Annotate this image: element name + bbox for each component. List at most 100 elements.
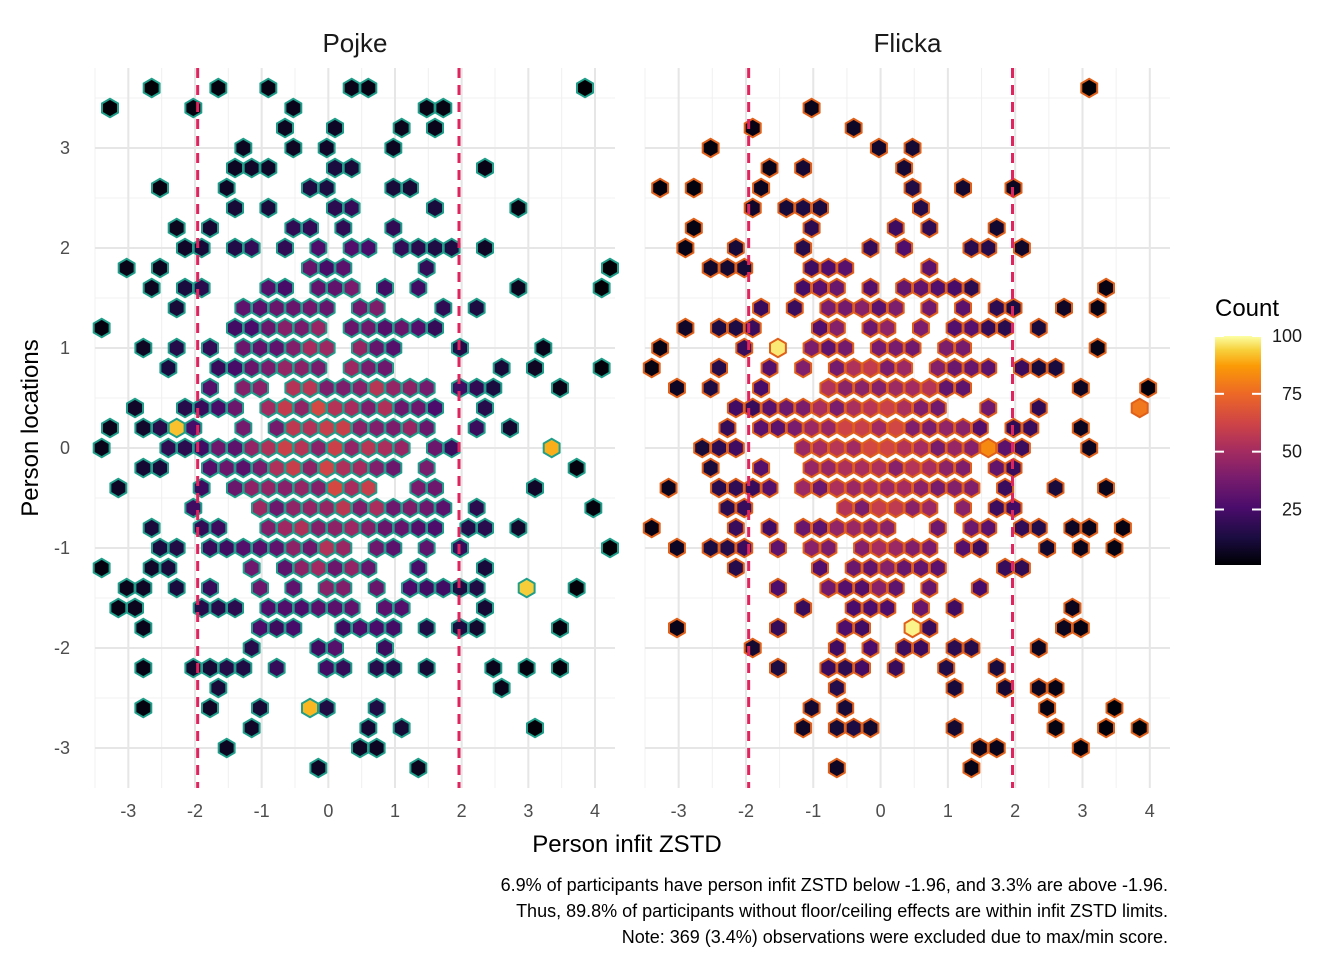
- hex-bin: [276, 277, 294, 299]
- hex-bin: [1080, 437, 1099, 459]
- hex-bin: [827, 637, 846, 659]
- hex-bin: [342, 477, 361, 499]
- hex-bin: [242, 717, 261, 739]
- hex-bin: [326, 157, 344, 179]
- hex-bin: [284, 537, 303, 559]
- hex-bin: [142, 517, 161, 539]
- hex-bin: [201, 377, 219, 399]
- hex-bin: [794, 197, 813, 219]
- hex-bin: [928, 397, 947, 419]
- hex-bin: [209, 397, 228, 419]
- hex-bin: [1080, 517, 1099, 539]
- hex-bin: [836, 257, 855, 279]
- hex-bin: [743, 477, 762, 499]
- hex-bin: [1088, 337, 1107, 359]
- hex-bin: [1113, 517, 1132, 539]
- panel-flicka: -3 -2 -1 0 1 2 3 4 Flicka: [642, 28, 1170, 821]
- hex-bin: [836, 577, 855, 599]
- hex-bin: [701, 377, 720, 399]
- hex-bin: [409, 277, 428, 299]
- hex-bin: [359, 717, 378, 739]
- hex-bin: [802, 257, 821, 279]
- hex-bin: [326, 517, 344, 539]
- hex-bin: [409, 757, 428, 779]
- hex-bin: [886, 457, 905, 479]
- hex-bin: [844, 357, 863, 379]
- hex-bin: [752, 377, 771, 399]
- hex-bin: [176, 237, 194, 259]
- hex-bin: [409, 517, 428, 539]
- hex-bin: [642, 357, 661, 379]
- facet-panels: -3 -2 -1 0 1 2 3 4 -3 -2 -1 0 1 2 3 Pojke -3 -2 -1 0 1 2 3 4 Fli…: [54, 28, 1170, 821]
- hex-bin: [684, 217, 703, 239]
- hex-bin: [592, 357, 611, 379]
- legend-tick-label: 100: [1272, 326, 1302, 346]
- hex-bin: [259, 197, 278, 219]
- hex-bin: [267, 297, 286, 319]
- hex-bin: [937, 337, 956, 359]
- hex-bin: [743, 197, 762, 219]
- hex-bin: [92, 317, 111, 339]
- hex-bin: [309, 317, 328, 339]
- hex-bin: [117, 577, 136, 599]
- hex-bin: [334, 417, 353, 439]
- hex-bin: [869, 377, 888, 399]
- hex-bin: [836, 497, 855, 519]
- hex-bin: [259, 517, 278, 539]
- hex-bin: [367, 657, 386, 679]
- hex-bin: [945, 477, 964, 499]
- y-tick-label: 0: [60, 438, 70, 458]
- hex-bin: [259, 277, 278, 299]
- hex-bin: [1071, 537, 1090, 559]
- hex-bin: [317, 377, 336, 399]
- hex-bin: [920, 457, 939, 479]
- hex-bin: [226, 197, 244, 219]
- hex-bin: [142, 557, 161, 579]
- hex-bin: [209, 77, 228, 99]
- hex-bin: [392, 717, 411, 739]
- hex-bin: [1029, 357, 1048, 379]
- hex-bin: [334, 257, 353, 279]
- hex-bin: [987, 737, 1006, 759]
- hex-bin: [1097, 717, 1115, 739]
- hex-bin: [376, 437, 394, 459]
- hex-bin: [869, 497, 888, 519]
- hex-bin: [954, 177, 972, 199]
- hex-bin: [134, 697, 153, 719]
- hex-bin: [1046, 717, 1065, 739]
- hex-bin: [1038, 697, 1057, 719]
- hex-bin: [317, 297, 336, 319]
- hex-bin: [962, 277, 981, 299]
- hex-bin: [819, 417, 838, 439]
- hex-bin: [517, 657, 536, 679]
- hex-bin: [853, 417, 871, 439]
- hex-bin: [676, 317, 695, 339]
- hex-bin: [1046, 357, 1065, 379]
- hex-bin: [309, 517, 328, 539]
- hex-bin: [642, 517, 661, 539]
- hex-bin: [384, 457, 403, 479]
- hex-bin: [886, 417, 905, 439]
- hex-bin: [226, 357, 244, 379]
- hex-bin: [342, 397, 361, 419]
- legend-title: Count: [1215, 295, 1279, 322]
- hex-bin: [317, 337, 336, 359]
- hex-bin: [176, 277, 194, 299]
- hex-bin: [284, 137, 303, 159]
- hex-bin: [668, 377, 686, 399]
- hex-bin: [1013, 557, 1031, 579]
- hex-bin: [292, 317, 311, 339]
- hex-bin: [284, 217, 303, 239]
- hex-bin: [326, 477, 344, 499]
- hex-bin: [276, 437, 294, 459]
- hex-bin: [811, 277, 829, 299]
- hex-bin: [417, 577, 436, 599]
- hex-bin: [434, 497, 453, 519]
- hex-bin: [567, 457, 586, 479]
- hex-bin: [760, 517, 779, 539]
- hex-bin: [392, 237, 411, 259]
- hex-bin: [309, 277, 328, 299]
- hex-bin: [962, 637, 981, 659]
- hex-bin: [359, 437, 378, 459]
- hex-bin: [836, 657, 855, 679]
